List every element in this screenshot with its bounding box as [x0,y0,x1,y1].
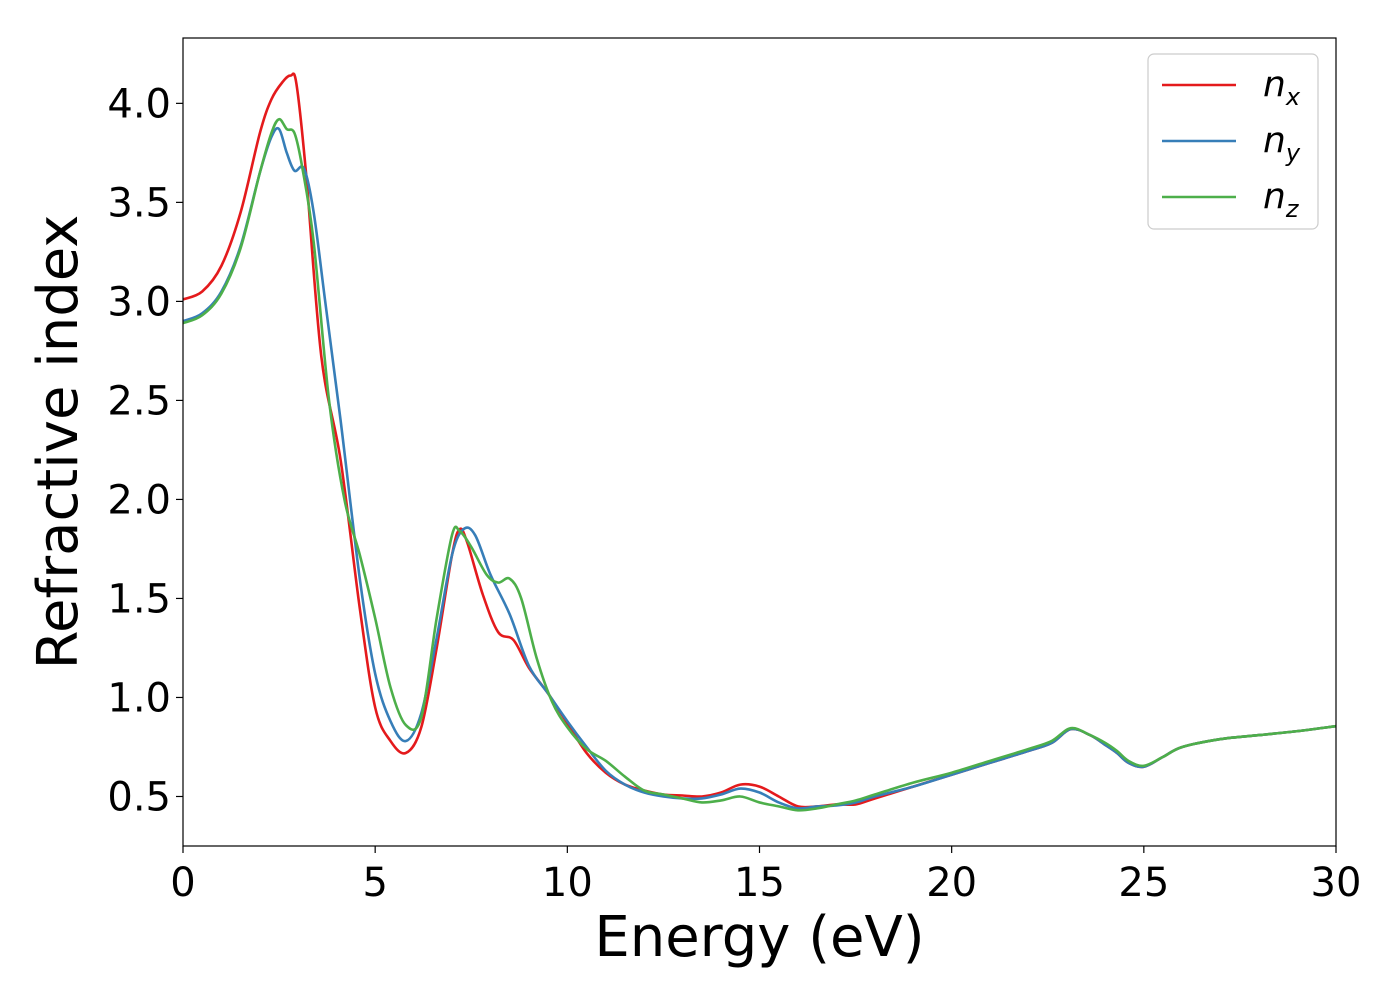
x-axis-title: Energy (eV) [594,905,924,970]
y-tick-label: 1.0 [107,675,171,721]
y-tick-label: 0.5 [107,774,171,820]
x-tick-label: 15 [734,860,785,906]
x-tick-label: 25 [1118,860,1169,906]
x-tick-label: 30 [1311,860,1362,906]
x-tick-label: 10 [542,860,593,906]
y-axis-ticks: 0.5 1.0 1.5 2.0 2.5 3.0 3.5 4.0 [107,81,183,820]
y-tick-label: 1.5 [107,576,171,622]
y-tick-label: 3.5 [107,180,171,226]
y-axis-title: Refractive index [26,215,91,670]
x-axis-ticks: 0 5 10 15 20 25 30 [170,846,1361,906]
series-group [183,72,1336,812]
y-tick-label: 3.0 [107,279,171,325]
y-tick-label: 2.0 [107,477,171,523]
legend-label-y: ny [1263,120,1301,167]
x-tick-label: 5 [362,860,387,906]
y-tick-label: 4.0 [107,81,171,127]
legend: nx ny nz [1147,53,1319,230]
series-line-z [183,117,1336,812]
x-tick-label: 20 [926,860,977,906]
legend-label-x: nx [1263,64,1301,111]
y-tick-label: 2.5 [107,378,171,424]
legend-label-z: nz [1263,176,1300,223]
x-tick-label: 0 [170,860,195,906]
